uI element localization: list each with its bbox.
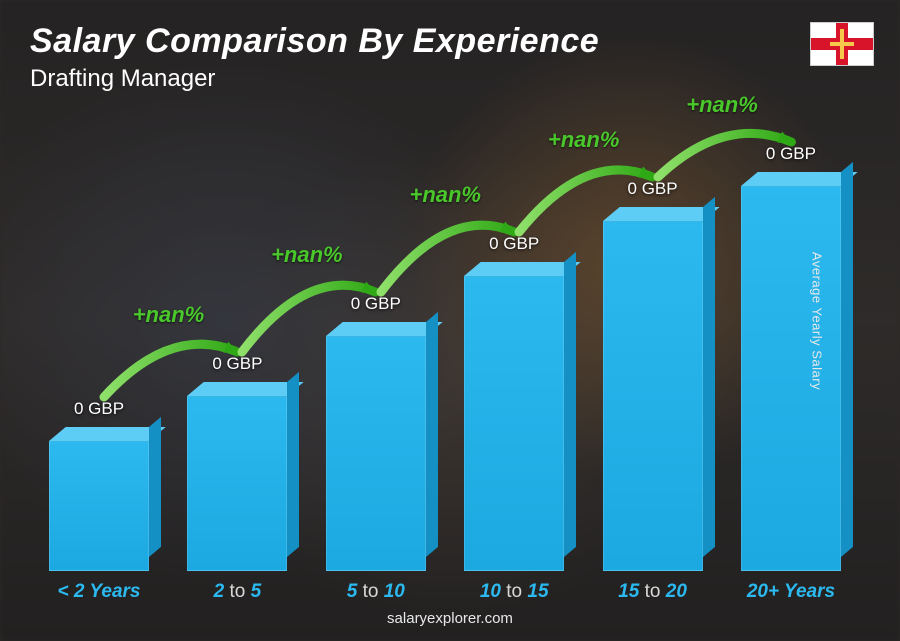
bar-category-label: 5 to 10	[301, 581, 451, 603]
bar	[464, 276, 564, 571]
bar-side	[564, 252, 576, 557]
bar-value-label: 0 GBP	[583, 179, 723, 199]
y-axis-label: Average Yearly Salary	[809, 251, 824, 389]
bar	[49, 441, 149, 571]
bar	[603, 221, 703, 571]
bar-value-label: 0 GBP	[444, 234, 584, 254]
delta-label: +nan%	[548, 127, 620, 153]
bar-column: 0 GBP< 2 Years	[40, 441, 158, 571]
bar-column: 0 GBP10 to 15	[455, 276, 573, 571]
header: Salary Comparison By Experience Drafting…	[30, 22, 599, 93]
bar-side	[149, 417, 161, 557]
bar-category-label: 15 to 20	[578, 581, 728, 603]
bar-column: 0 GBP15 to 20	[594, 221, 712, 571]
delta-label: +nan%	[271, 242, 343, 268]
guernsey-flag-icon	[810, 22, 874, 66]
bar-value-label: 0 GBP	[29, 399, 169, 419]
bar-front	[326, 336, 426, 571]
bar-category-label: 10 to 15	[439, 581, 589, 603]
bar-front	[603, 221, 703, 571]
bar	[741, 186, 841, 571]
bar-category-label: < 2 Years	[24, 581, 174, 603]
bar-category-label: 20+ Years	[716, 581, 866, 603]
page-subtitle: Drafting Manager	[30, 65, 599, 93]
footer-attribution: salaryexplorer.com	[0, 610, 900, 627]
bar-column: 0 GBP20+ Years	[732, 186, 850, 571]
bar-front	[49, 441, 149, 571]
bar-front	[741, 186, 841, 571]
page-title: Salary Comparison By Experience	[30, 22, 599, 61]
bar-front	[187, 396, 287, 571]
salary-bar-chart: 0 GBP< 2 Years0 GBP2 to 50 GBP5 to 100 G…	[40, 111, 850, 571]
bar-side	[426, 312, 438, 557]
bar	[187, 396, 287, 571]
bar-side	[287, 372, 299, 557]
bar-side	[703, 197, 715, 557]
delta-label: +nan%	[409, 182, 481, 208]
bar-category-label: 2 to 5	[162, 581, 312, 603]
delta-label: +nan%	[133, 302, 205, 328]
bar-front	[464, 276, 564, 571]
bar-top	[326, 322, 443, 336]
bar	[326, 336, 426, 571]
bar-value-label: 0 GBP	[721, 144, 861, 164]
bar-column: 0 GBP2 to 5	[178, 396, 296, 571]
bar-value-label: 0 GBP	[306, 294, 446, 314]
bar-side	[841, 162, 853, 557]
bar-value-label: 0 GBP	[167, 354, 307, 374]
bar-top	[603, 207, 720, 221]
bar-column: 0 GBP5 to 10	[317, 336, 435, 571]
